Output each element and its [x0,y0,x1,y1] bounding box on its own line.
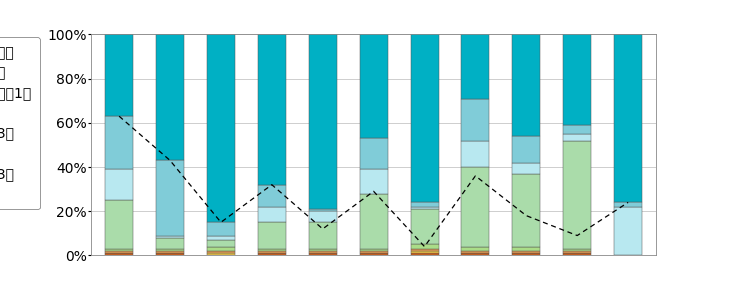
Bar [105,249,133,251]
Bar [258,34,286,185]
Bar [156,251,184,253]
Bar [461,251,489,253]
Bar [258,251,286,253]
Bar [258,207,286,222]
Bar [512,136,540,163]
Bar [156,238,184,249]
Bar [461,247,489,251]
Bar [207,247,235,251]
Bar [359,193,388,249]
Bar [359,0,388,138]
Bar [105,253,133,255]
Bar [461,141,489,167]
Bar [564,0,591,125]
Bar [410,209,439,244]
Bar [614,34,642,202]
Bar [410,202,439,207]
Bar [156,253,184,255]
Bar [410,244,439,249]
Bar [461,0,489,98]
Bar [359,253,388,255]
Bar [564,134,591,141]
Bar [308,209,337,211]
Bar [105,251,133,253]
Bar [207,34,235,222]
Bar [461,253,489,255]
Bar [258,253,286,255]
Bar [359,169,388,193]
Bar [105,200,133,249]
Bar [410,249,439,251]
Bar [156,236,184,238]
Bar [461,98,489,141]
Bar [512,247,540,251]
Bar [258,222,286,249]
Bar [564,249,591,251]
Bar [359,251,388,253]
Bar [258,249,286,251]
Bar [359,138,388,169]
Bar [564,251,591,253]
Bar [410,0,439,202]
Bar [207,240,235,247]
Bar [156,160,184,236]
Bar [410,207,439,209]
Bar [258,185,286,207]
Bar [614,207,642,255]
Bar [564,141,591,249]
Bar [308,222,337,249]
Bar [512,251,540,253]
Bar [614,202,642,207]
Bar [512,253,540,255]
Bar [207,236,235,240]
Bar [308,249,337,251]
Bar [105,169,133,200]
Bar [105,116,133,169]
Bar [410,251,439,253]
Bar [207,253,235,255]
Bar [207,222,235,236]
Bar [359,249,388,251]
Bar [308,15,337,209]
Legend: 年に1回以下, 半年に1回, 2～3カ月に1回, 月に1回, 月に2～3回, 週に1回, 週に2～3回, ほぼ毎日: 年に1回以下, 半年に1回, 2～3カ月に1回, 月に1回, 月に2～3回, 週… [0,37,40,210]
Bar [207,251,235,253]
Bar [461,167,489,247]
Bar [308,251,337,253]
Bar [105,34,133,116]
Bar [410,253,439,255]
Bar [564,253,591,255]
Bar [308,253,337,255]
Bar [156,249,184,251]
Bar [308,211,337,222]
Bar [564,125,591,134]
Bar [512,0,540,136]
Bar [512,174,540,247]
Bar [156,34,184,160]
Bar [512,163,540,174]
